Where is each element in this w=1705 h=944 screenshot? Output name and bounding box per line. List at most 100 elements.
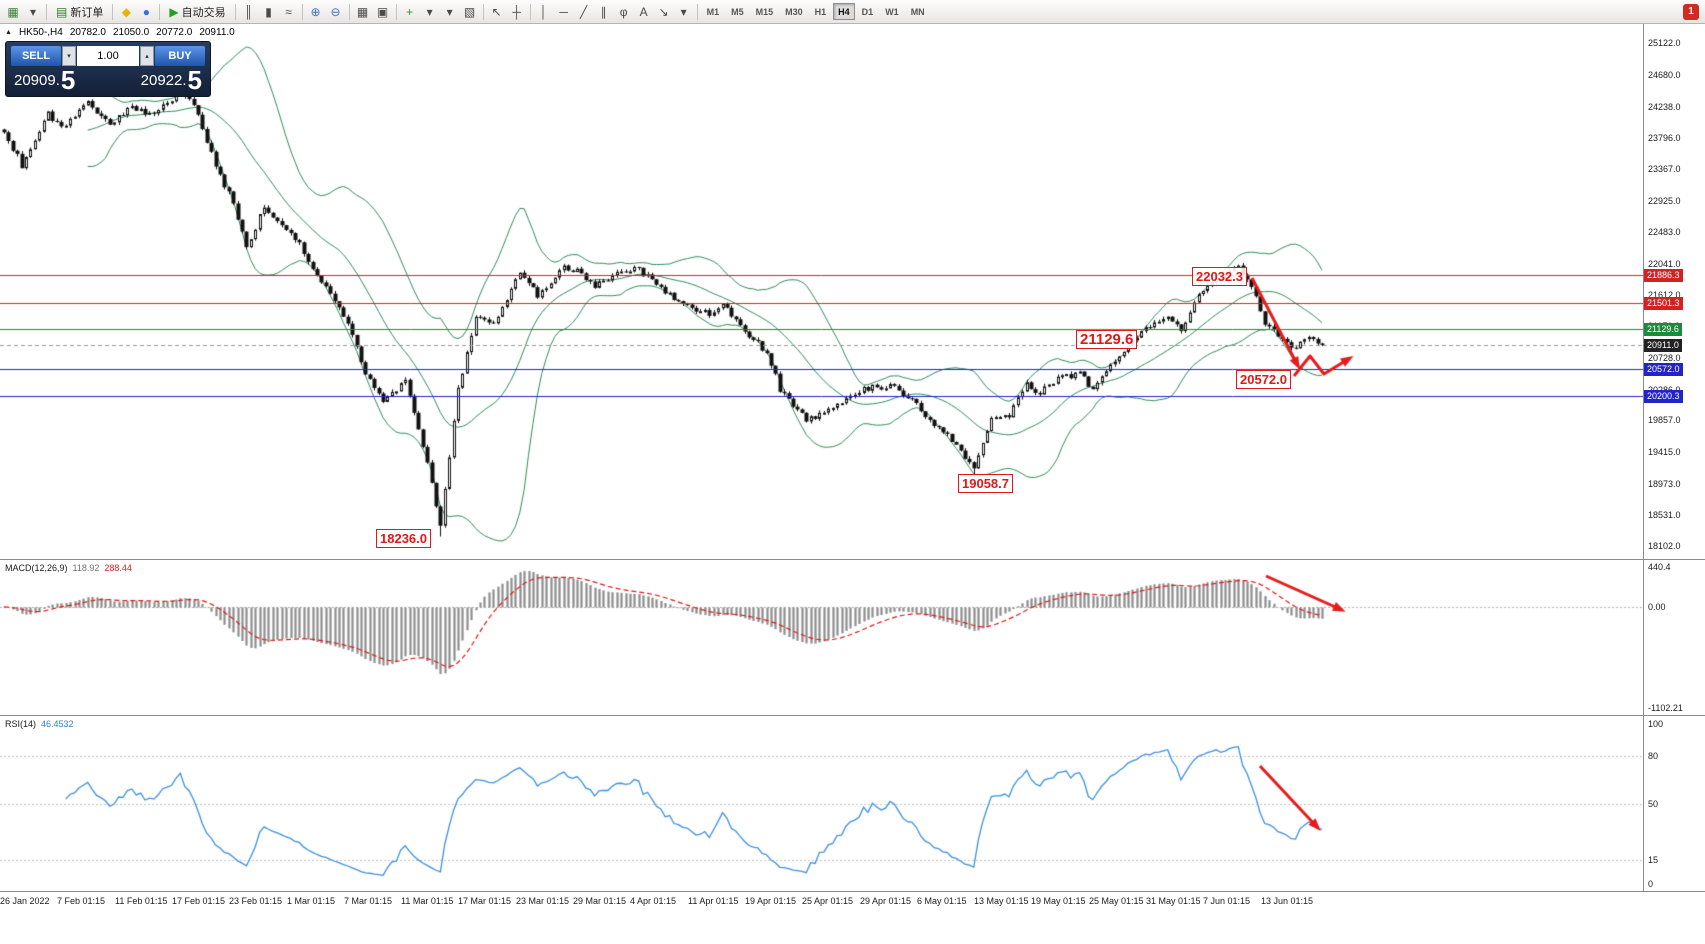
rsi-canvas[interactable]	[0, 716, 1643, 892]
quote-open: 20782.0	[69, 27, 106, 38]
price-axis[interactable]: 25122.0 24680.0 24238.0 23796.0 23367.0 22925…	[1643, 24, 1705, 559]
zoom-out-button[interactable]: ⊖	[326, 2, 346, 22]
toolbar-separator	[159, 3, 161, 20]
price-axis-label: 23796.0	[1648, 133, 1681, 144]
timeframe-w1-button[interactable]: W1	[885, 6, 899, 17]
text-tool-button[interactable]: A	[634, 2, 654, 22]
macd-canvas[interactable]	[0, 560, 1643, 716]
rsi-axis-label: 50	[1648, 799, 1659, 809]
buy-button[interactable]: BUY	[155, 46, 205, 66]
price-axis-label: 21612.0	[1648, 289, 1681, 300]
bar-chart-mode-button[interactable]: ║	[239, 2, 259, 22]
price-axis-label: 18531.0	[1648, 510, 1681, 521]
chart-dropdown-icon: ▾	[29, 4, 37, 19]
macd-axis-label: -1102.21	[1648, 702, 1683, 713]
price-axis-label: 22925.0	[1648, 195, 1681, 206]
timeframe-m30-button[interactable]: M30	[785, 6, 803, 17]
date-label: 23 Feb 01:15	[229, 896, 283, 906]
community-button[interactable]: ●	[136, 2, 156, 22]
buy-price-main: 20922.	[140, 72, 187, 89]
price-axis-label: 19415.0	[1648, 447, 1681, 458]
macd-value-main: 118.92	[72, 563, 100, 573]
candle-chart-mode-button[interactable]: ▮	[259, 2, 279, 22]
main-chart-canvas[interactable]	[0, 24, 1643, 560]
timeframe-m15-button[interactable]: M15	[755, 6, 774, 17]
volume-input[interactable]: 1.00	[77, 46, 139, 66]
chart-dropdown-button[interactable]: ▾	[23, 2, 43, 22]
arrow-object-tool-button[interactable]: ↘	[654, 2, 674, 22]
trendline-tool-icon: ╱	[579, 4, 588, 19]
price-axis-label: 20728.0	[1648, 353, 1681, 364]
objects-dropdown-button[interactable]: ▾	[674, 2, 694, 22]
metaeditor-button[interactable]: ◆	[116, 2, 136, 22]
rsi-axis[interactable]: 100 80 50 15 0	[1643, 716, 1705, 891]
buy-price-frac: 5	[187, 65, 202, 95]
periods-dropdown-button[interactable]: ▾	[440, 2, 460, 22]
indicators-add-icon: +	[406, 4, 414, 19]
symbol-expand-icon[interactable]: ▲	[5, 29, 12, 36]
templates-button[interactable]: ▧	[460, 2, 480, 22]
symbol-name: HK50-,H4	[18, 27, 63, 38]
macd-panel[interactable]: MACD(12,26,9) 118.92 288.44 440.4 0.00 -11…	[0, 560, 1705, 716]
auto-trading-label: 自动交易	[181, 6, 226, 19]
channel-tool-button[interactable]: ∥	[594, 2, 614, 22]
main-chart-panel[interactable]: ▲ HK50-,H4 20782.0 21050.0 20772.0 20911…	[0, 24, 1705, 560]
price-axis-label: 18102.0	[1648, 541, 1681, 552]
toolbar-separator	[696, 3, 698, 20]
sell-price: 20909. 5	[14, 67, 75, 93]
crosshair-button[interactable]: ┼	[507, 2, 527, 22]
date-label: 26 Jan 2022	[0, 896, 50, 906]
vertical-line-tool-button[interactable]: │	[534, 2, 554, 22]
timeframe-d1-button[interactable]: D1	[861, 6, 874, 17]
cascade-windows-button[interactable]: ▣	[373, 2, 393, 22]
rsi-title: RSI(14)	[5, 719, 37, 729]
date-label: 29 Apr 01:15	[860, 896, 912, 906]
date-label: 17 Mar 01:15	[458, 896, 512, 906]
trendline-tool-button[interactable]: ╱	[574, 2, 594, 22]
new-order-button[interactable]: ▤ 新订单	[50, 2, 109, 22]
rsi-panel[interactable]: RSI(14) 46.4532 100 80 50 15 0	[0, 716, 1705, 892]
volume-decrease-button[interactable]: ▾	[62, 46, 76, 66]
price-axis-label: 18973.0	[1648, 478, 1681, 489]
timeframe-m5-button[interactable]: M5	[731, 6, 744, 17]
quote-bar: ▲ HK50-,H4 20782.0 21050.0 20772.0 20911…	[5, 27, 235, 38]
auto-trading-button[interactable]: ▶ 自动交易	[163, 2, 231, 22]
vertical-line-tool-icon: │	[539, 4, 548, 19]
toolbar-separator	[234, 3, 236, 20]
price-annotation: 20572.0	[1236, 370, 1291, 389]
indicators-add-button[interactable]: +	[400, 2, 420, 22]
sell-button[interactable]: SELL	[11, 46, 61, 66]
date-label: 7 Mar 01:15	[344, 896, 393, 906]
zoom-in-button[interactable]: ⊕	[306, 2, 326, 22]
indicators-dropdown-button[interactable]: ▾	[420, 2, 440, 22]
timeframe-mn-button[interactable]: MN	[910, 6, 925, 17]
timeframe-h1-button[interactable]: H1	[814, 6, 827, 17]
line-chart-mode-button[interactable]: ≈	[279, 2, 299, 22]
new-chart-button[interactable]: ▦	[3, 2, 23, 22]
macd-axis[interactable]: 440.4 0.00 -1102.21	[1643, 560, 1705, 715]
alert-badge[interactable]: 1	[1683, 3, 1699, 20]
timeframe-m1-button[interactable]: M1	[706, 6, 720, 17]
new-order-icon: ▤	[56, 4, 68, 19]
macd-title: MACD(12,26,9)	[5, 563, 68, 573]
metaeditor-icon: ◆	[121, 4, 131, 19]
toolbar-separator	[301, 3, 303, 20]
rsi-axis-label: 80	[1648, 751, 1659, 761]
tile-windows-button[interactable]: ▦	[353, 2, 373, 22]
fibonacci-tool-button[interactable]: φ	[614, 2, 634, 22]
templates-icon: ▧	[463, 4, 476, 19]
new-chart-icon: ▦	[7, 4, 19, 19]
arrow-object-tool-icon: ↘	[658, 4, 669, 19]
toolbar-separator	[482, 3, 484, 20]
rsi-label: RSI(14) 46.4532	[5, 719, 74, 729]
rsi-axis-label: 100	[1648, 719, 1664, 729]
timeframe-h4-button[interactable]: H4	[833, 3, 855, 20]
horizontal-line-tool-button[interactable]: ─	[554, 2, 574, 22]
rsi-value: 46.4532	[41, 719, 74, 729]
quote-high: 21050.0	[113, 27, 150, 38]
time-axis[interactable]: 26 Jan 2022 7 Feb 01:15 11 Feb 01:15 17 Feb…	[0, 892, 1705, 944]
cursor-button[interactable]: ↖	[487, 2, 507, 22]
volume-increase-button[interactable]: ▴	[140, 46, 154, 66]
date-label: 29 Mar 01:15	[573, 896, 627, 906]
